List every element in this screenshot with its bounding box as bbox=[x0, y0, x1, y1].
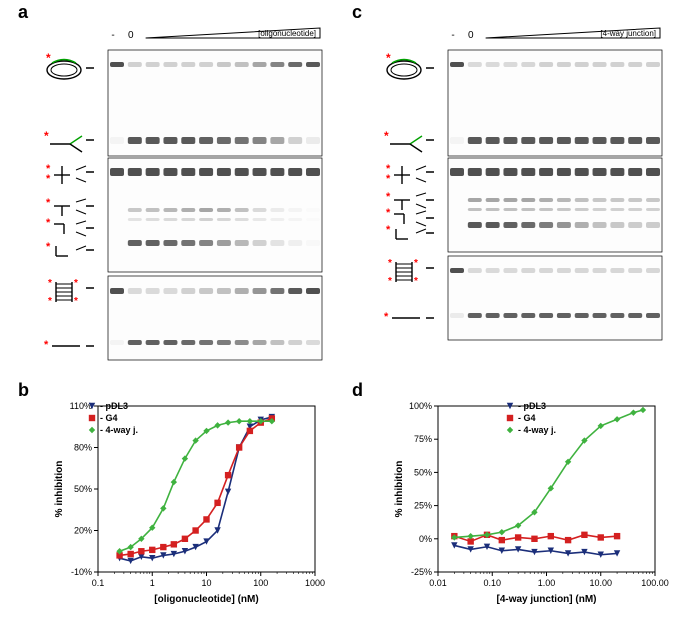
svg-text:0: 0 bbox=[128, 30, 134, 41]
svg-text:0.1: 0.1 bbox=[92, 578, 105, 588]
svg-text:10.00: 10.00 bbox=[589, 578, 612, 588]
svg-text:0%: 0% bbox=[419, 534, 432, 544]
svg-text:0.10: 0.10 bbox=[483, 578, 501, 588]
figure-svg: - 0 [oligonucleotide] * * * * * * * * * * * * - 0 [4-way … bbox=[0, 0, 678, 634]
svg-text:-25%: -25% bbox=[411, 567, 432, 577]
svg-text:110%: 110% bbox=[70, 401, 92, 411]
svg-text:100%: 100% bbox=[409, 401, 432, 411]
svg-text:*: * bbox=[388, 258, 392, 269]
svg-text:10: 10 bbox=[201, 578, 211, 588]
svg-text:- pDL3: - pDL3 bbox=[518, 401, 546, 411]
svg-text:*: * bbox=[74, 296, 78, 307]
svg-text:*: * bbox=[386, 191, 391, 203]
svg-text:100.00: 100.00 bbox=[641, 578, 669, 588]
svg-text:80%: 80% bbox=[74, 443, 92, 453]
svg-text:1: 1 bbox=[150, 578, 155, 588]
svg-text:*: * bbox=[386, 51, 391, 65]
svg-text:*: * bbox=[48, 296, 52, 307]
svg-text:*: * bbox=[386, 173, 391, 185]
svg-text:-10%: -10% bbox=[71, 567, 92, 577]
svg-text:1.00: 1.00 bbox=[538, 578, 556, 588]
svg-text:- G4: - G4 bbox=[518, 413, 536, 423]
svg-text:% inhibition: % inhibition bbox=[394, 461, 405, 518]
svg-text:-: - bbox=[111, 30, 114, 41]
svg-text:*: * bbox=[48, 278, 52, 289]
svg-text:[4-way junction]: [4-way junction] bbox=[600, 29, 656, 38]
svg-text:*: * bbox=[46, 51, 51, 65]
svg-text:*: * bbox=[414, 276, 418, 287]
svg-text:50%: 50% bbox=[74, 484, 92, 494]
svg-text:*: * bbox=[414, 258, 418, 269]
svg-text:75%: 75% bbox=[414, 434, 432, 444]
svg-text:- pDL3: - pDL3 bbox=[100, 401, 128, 411]
svg-text:[oligonucleotide] (nM): [oligonucleotide] (nM) bbox=[154, 594, 258, 605]
svg-text:100: 100 bbox=[253, 578, 268, 588]
svg-text:*: * bbox=[46, 241, 51, 253]
svg-text:*: * bbox=[386, 224, 391, 236]
svg-text:[4-way junction] (nM): [4-way junction] (nM) bbox=[497, 594, 597, 605]
svg-text:*: * bbox=[388, 276, 392, 287]
svg-text:*: * bbox=[46, 197, 51, 209]
svg-text:1000: 1000 bbox=[305, 578, 325, 588]
svg-text:-: - bbox=[451, 30, 454, 41]
svg-text:[oligonucleotide]: [oligonucleotide] bbox=[258, 29, 316, 38]
figure-root: a b c d -0[oligonucleotide]************-… bbox=[0, 0, 678, 634]
svg-text:*: * bbox=[74, 278, 78, 289]
svg-text:20%: 20% bbox=[74, 526, 92, 536]
svg-text:*: * bbox=[44, 129, 49, 143]
svg-text:0.01: 0.01 bbox=[429, 578, 447, 588]
svg-text:- 4-way j.: - 4-way j. bbox=[100, 425, 138, 435]
svg-text:*: * bbox=[384, 311, 389, 323]
svg-text:50%: 50% bbox=[414, 467, 432, 477]
svg-text:0: 0 bbox=[468, 30, 474, 41]
svg-text:*: * bbox=[46, 217, 51, 229]
svg-text:*: * bbox=[46, 173, 51, 185]
svg-text:25%: 25% bbox=[414, 501, 432, 511]
svg-text:- 4-way j.: - 4-way j. bbox=[518, 425, 556, 435]
svg-text:*: * bbox=[44, 339, 49, 351]
svg-text:% inhibition: % inhibition bbox=[54, 461, 65, 518]
svg-text:- G4: - G4 bbox=[100, 413, 118, 423]
svg-text:*: * bbox=[384, 129, 389, 143]
svg-text:*: * bbox=[386, 207, 391, 219]
